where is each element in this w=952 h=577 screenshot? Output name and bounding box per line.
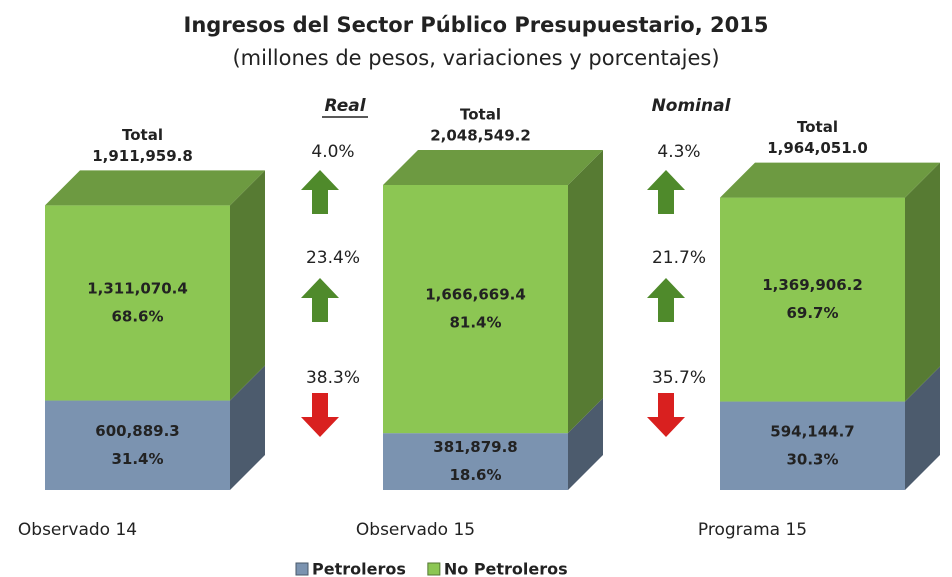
segment-value-label: 381,879.8	[433, 438, 517, 456]
total-caption: Total	[122, 126, 163, 144]
segment-share-label: 30.3%	[786, 450, 838, 468]
change-label: 38.3%	[306, 368, 360, 388]
legend-swatch	[427, 562, 441, 576]
bar-side	[230, 365, 265, 490]
bar-side	[905, 366, 940, 490]
bar-side	[905, 162, 940, 402]
total-caption: Total	[797, 118, 838, 136]
change-label: 4.0%	[311, 142, 354, 162]
change-label: 23.4%	[306, 248, 360, 268]
bar-segment	[720, 401, 905, 490]
change-arrow	[647, 278, 685, 322]
bar-side	[230, 170, 265, 401]
segment-value-label: 1,369,906.2	[762, 276, 863, 294]
bar-top	[383, 150, 603, 185]
change-arrow	[301, 393, 339, 437]
change-label: 21.7%	[652, 248, 706, 268]
segment-share-label: 69.7%	[786, 304, 838, 322]
change-label: 35.7%	[652, 368, 706, 388]
annotation-title: Nominal	[652, 96, 732, 116]
annotation-title: Real	[324, 96, 366, 116]
segment-value-label: 600,889.3	[95, 422, 179, 440]
bar-segment	[45, 205, 230, 401]
bar-segment	[45, 400, 230, 490]
bar-top	[720, 162, 940, 198]
change-arrow	[301, 170, 339, 214]
segment-share-label: 81.4%	[449, 314, 501, 332]
total-caption: Total	[460, 106, 501, 124]
bar-segment	[383, 185, 568, 434]
bar-segment	[720, 197, 905, 402]
x-tick-label: Observado 15	[356, 520, 475, 540]
change-arrow	[647, 393, 685, 437]
x-tick-label: Programa 15	[698, 520, 807, 540]
segment-share-label: 18.6%	[449, 466, 501, 484]
change-arrow	[647, 170, 685, 214]
legend-label: Petroleros	[312, 560, 406, 577]
bar-side	[568, 398, 603, 490]
total-label: 2,048,549.2	[430, 127, 531, 145]
bar-side	[568, 150, 603, 434]
segment-share-label: 68.6%	[111, 307, 163, 325]
legend-label: No Petroleros	[444, 560, 568, 577]
chart-title: Ingresos del Sector Público Presupuestar…	[184, 13, 769, 37]
chart-subtitle: (millones de pesos, variaciones y porcen…	[232, 46, 719, 70]
bar-segment	[383, 433, 568, 490]
total-label: 1,911,959.8	[92, 147, 193, 165]
legend-swatch	[295, 562, 309, 576]
x-tick-label: Observado 14	[18, 520, 137, 540]
change-arrow	[301, 278, 339, 322]
segment-value-label: 1,666,669.4	[425, 286, 526, 304]
total-label: 1,964,051.0	[767, 139, 868, 157]
bar-top	[45, 170, 265, 206]
segment-value-label: 1,311,070.4	[87, 279, 188, 297]
change-label: 4.3%	[657, 142, 700, 162]
segment-value-label: 594,144.7	[770, 422, 854, 440]
segment-share-label: 31.4%	[111, 450, 163, 468]
